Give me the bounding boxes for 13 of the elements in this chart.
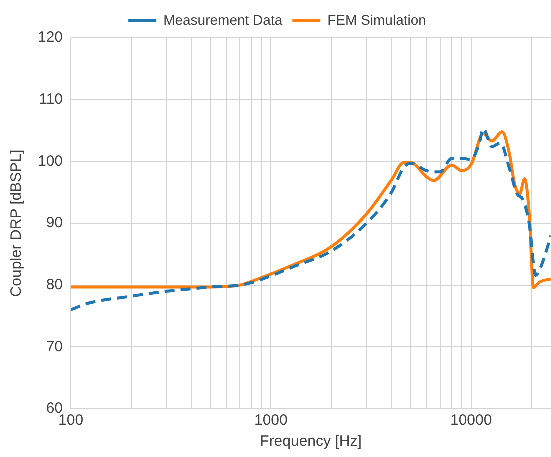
x-tick-label: 10000 [450,412,492,430]
legend-label: FEM Simulation [328,12,426,28]
y-tick-label: 100 [38,152,64,170]
x-tick-label: 100 [58,412,84,430]
x-tick-label: 1000 [254,412,288,430]
legend-label: Measurement Data [164,12,283,28]
y-tick-label: 70 [46,338,64,356]
y-tick-label: 120 [38,29,64,46]
y-tick-label: 110 [39,90,64,108]
y-tick-label: 90 [46,214,64,232]
x-axis-title: Frequency [Hz] [260,433,362,450]
y-axis-title: Coupler DRP [dBSPL] [8,150,26,298]
y-tick-label: 80 [46,276,64,294]
